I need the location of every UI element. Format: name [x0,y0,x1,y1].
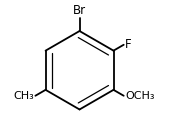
Text: Br: Br [73,4,86,17]
Text: CH₃: CH₃ [13,91,34,101]
Text: OCH₃: OCH₃ [125,91,154,101]
Text: F: F [125,38,132,51]
